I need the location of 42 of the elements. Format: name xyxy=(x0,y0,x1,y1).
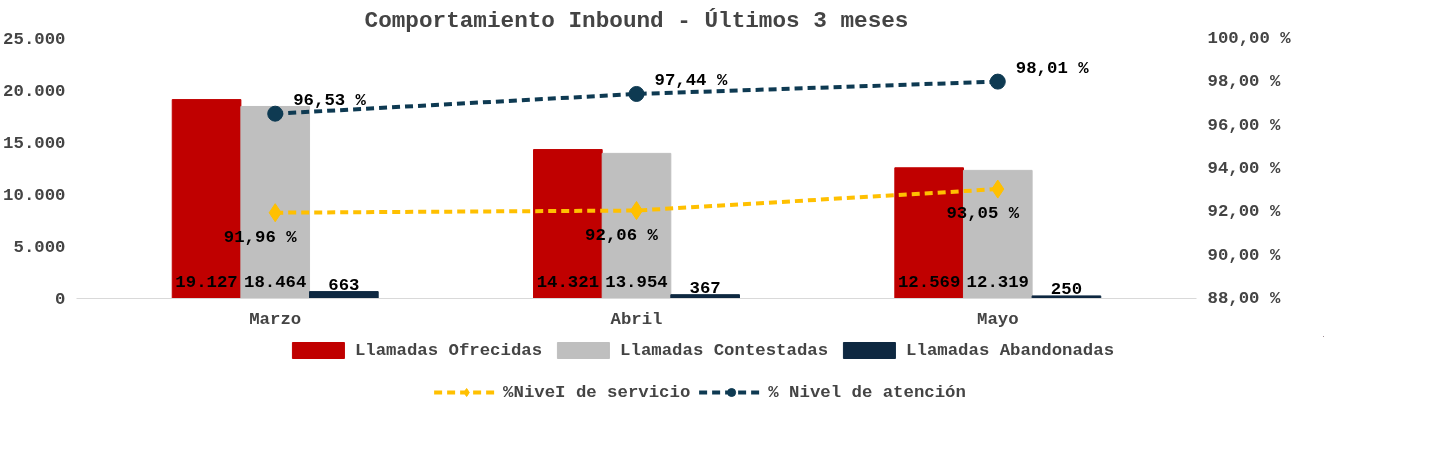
legend-label: Llamadas Contestadas xyxy=(620,340,829,360)
bar xyxy=(1031,295,1102,299)
y2-tick-label: 94,00 % xyxy=(1207,159,1281,178)
data-label: 18.464 xyxy=(244,273,307,293)
data-label: 98,01 % xyxy=(1015,58,1090,78)
data-label: 367 xyxy=(689,278,721,298)
y2-tick-label: 98,00 % xyxy=(1207,72,1281,92)
y2-tick-label: 88,00 % xyxy=(1207,289,1281,308)
x-tick-label: Mayo xyxy=(976,309,1019,329)
y-tick-label: 25.000 xyxy=(3,30,66,49)
y2-tick-label: 100,00 % xyxy=(1207,29,1292,48)
data-label: 14.321 xyxy=(536,273,600,293)
data-label: 97,44 % xyxy=(654,70,728,90)
data-label: 663 xyxy=(328,275,360,295)
y-tick-label: 10.000 xyxy=(3,186,66,205)
legend-label: Llamadas Abandonadas xyxy=(906,340,1115,360)
y-tick-label: 20.000 xyxy=(3,82,66,101)
x-tick-label: Abril xyxy=(610,309,663,329)
bar xyxy=(309,291,379,299)
point xyxy=(628,85,645,102)
data-label: 250 xyxy=(1050,279,1083,299)
legend-label: % Nivel de atención xyxy=(768,382,966,402)
legend-label: %NiveI de servicio xyxy=(503,382,691,402)
y-tick-label: 5.000 xyxy=(13,238,66,257)
data-label: 12.319 xyxy=(966,273,1029,293)
y-tick-label: 15.000 xyxy=(3,134,66,153)
y2-tick-label: 92,00 % xyxy=(1207,202,1281,222)
point xyxy=(991,179,1005,199)
data-label: 96,53 % xyxy=(293,90,367,110)
x-tick-label: Marzo xyxy=(249,309,302,329)
point xyxy=(267,105,284,122)
data-label: 12.569 xyxy=(897,273,961,293)
chart-title: Comportamiento Inbound - Últimos 3 meses xyxy=(364,7,909,34)
data-label: 13.954 xyxy=(605,273,668,293)
y2-tick-label: 96,00 % xyxy=(1207,115,1281,135)
point xyxy=(989,73,1006,90)
point xyxy=(268,203,282,223)
data-label: 19.127 xyxy=(175,273,238,293)
y-tick-label: 0 xyxy=(55,290,66,309)
y2-tick-label: 90,00 % xyxy=(1207,245,1281,265)
legend-label: Llamadas Ofrecidas xyxy=(354,340,543,360)
bar xyxy=(670,294,740,299)
